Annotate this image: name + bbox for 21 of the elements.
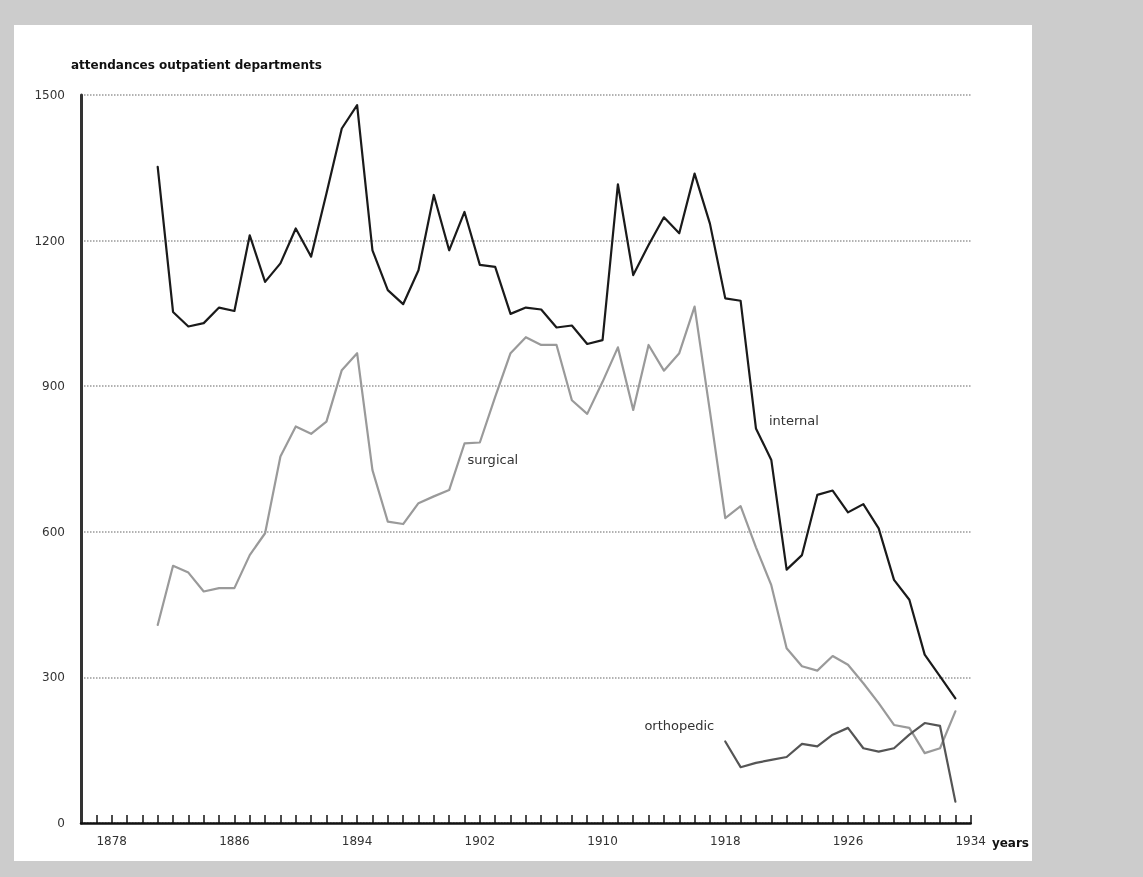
x-tick-label: 1926: [832, 834, 864, 848]
y-tick-label: 1200: [34, 233, 65, 248]
x-tick-label: 1886: [219, 834, 250, 848]
series-label: internal: [768, 412, 819, 428]
y-tick-label: 900: [42, 379, 65, 394]
y-tick-label: 300: [42, 670, 65, 685]
x-tick-label: 1894: [341, 834, 373, 848]
series-label: surgical: [467, 451, 519, 467]
y-tick-label: 1500: [34, 88, 65, 102]
y-tick-label: 0: [57, 816, 65, 830]
line-series: [724, 721, 957, 803]
x-tick-label: 1910: [587, 834, 618, 848]
y-tick-label: 600: [42, 524, 65, 539]
x-axis-title: years: [991, 836, 1030, 850]
y-axis-title: attendances outpatient departments: [71, 57, 322, 72]
x-tick-label: 1934: [955, 834, 986, 848]
x-tick-label: 1918: [710, 834, 741, 848]
x-tick-label: 1902: [464, 834, 496, 848]
line-series: [156, 104, 957, 700]
series-label: orthopedic: [644, 717, 715, 733]
x-tick-label: 1878: [96, 834, 127, 848]
